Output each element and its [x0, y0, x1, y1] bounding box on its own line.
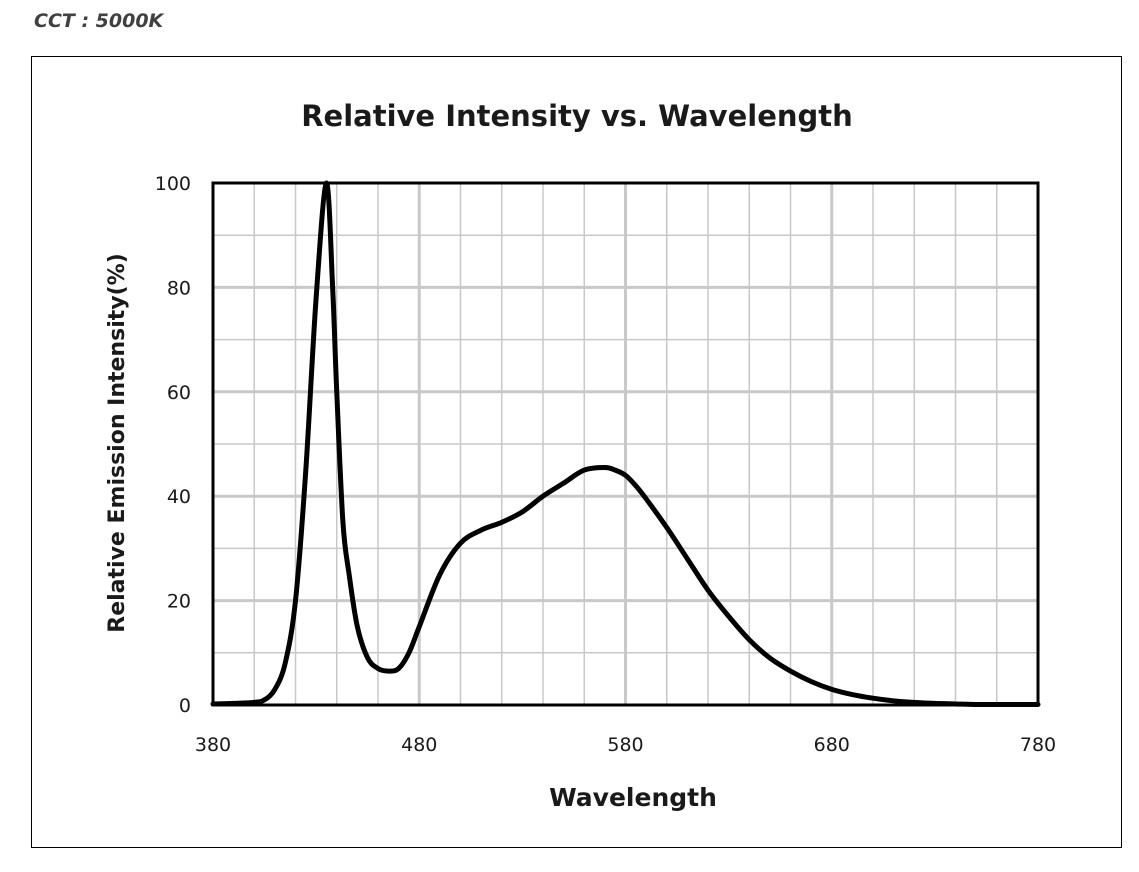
y-tick-label: 40	[167, 486, 191, 508]
y-tick-label: 80	[167, 277, 191, 299]
spectrum-line	[210, 180, 1041, 708]
grid-lines	[213, 183, 1038, 705]
x-tick-label: 380	[195, 734, 231, 756]
chart-title: Relative Intensity vs. Wavelength	[301, 99, 853, 133]
chart-frame	[31, 56, 1122, 848]
x-tick-label: 480	[401, 734, 437, 756]
x-tick-labels: 380 480 580 680 780	[195, 734, 1056, 756]
x-tick-label: 780	[1020, 734, 1056, 756]
x-axis-title: Wavelength	[549, 783, 717, 812]
x-tick-label: 580	[607, 734, 643, 756]
y-tick-label: 60	[167, 382, 191, 404]
y-tick-label: 100	[155, 173, 191, 195]
y-tick-labels: 0 20 40 60 80 100	[155, 173, 191, 717]
cct-label: CCT : 5000K	[34, 10, 164, 32]
y-tick-label: 20	[167, 591, 191, 613]
plot-area-border	[211, 181, 1040, 707]
y-tick-label: 0	[179, 695, 191, 717]
x-tick-label: 680	[814, 734, 850, 756]
y-axis-title: Relative Emission Intensity(%)	[105, 253, 130, 632]
